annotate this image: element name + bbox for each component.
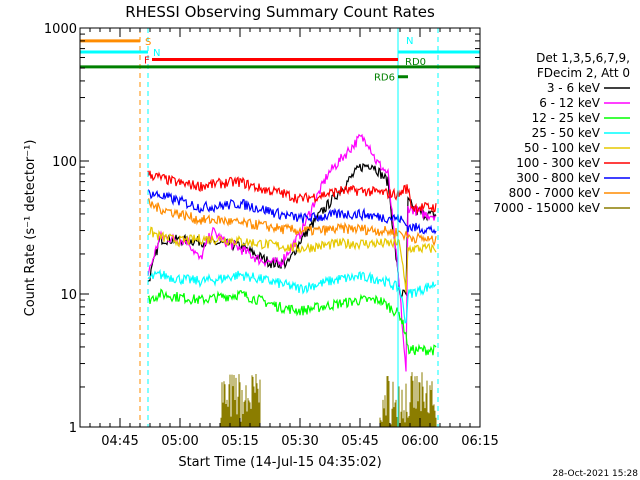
series-line-4 [147, 226, 437, 293]
y-tick-label-1: 10 [60, 288, 77, 303]
legend-label-5: 100 - 300 keV [516, 156, 600, 170]
x-tick-label-1: 05:00 [161, 434, 198, 449]
state-bar-label-2: N [406, 36, 413, 47]
state-bar-label-3: F [144, 55, 150, 66]
series-line-6 [147, 189, 437, 235]
x-tick-label-6: 06:15 [461, 434, 498, 449]
series-line-2 [147, 288, 437, 356]
legend-label-4: 50 - 100 keV [524, 141, 601, 155]
y-tick-label-0: 1 [69, 421, 77, 436]
x-tick-label-0: 04:45 [101, 434, 138, 449]
x-tick-label-4: 05:45 [341, 434, 378, 449]
spike-band-0 [220, 374, 261, 427]
legend-label-2: 12 - 25 keV [532, 111, 601, 125]
legend-label-8: 7000 - 15000 keV [493, 201, 600, 215]
series-line-3 [147, 268, 437, 324]
legend: Det 1,3,5,6,7,9, FDecim 2, Att 0 3 - 6 k… [493, 51, 630, 215]
x-axis-label: Start Time (14-Jul-15 04:35:02) [178, 455, 381, 470]
legend-label-7: 800 - 7000 keV [509, 186, 601, 200]
legend-header-2: FDecim 2, Att 0 [537, 66, 630, 80]
legend-label-3: 25 - 50 keV [532, 126, 601, 140]
state-bar-label-1: N [153, 48, 160, 59]
state-bar-label-4: RD6 [374, 73, 395, 84]
spike-band-1 [379, 372, 437, 427]
state-bar-label-0: S [145, 37, 151, 48]
series-line-5 [147, 170, 437, 215]
x-tick-label-5: 06:00 [401, 434, 438, 449]
chart-title: RHESSI Observing Summary Count Rates [125, 3, 435, 21]
legend-header-1: Det 1,3,5,6,7,9, [536, 51, 630, 65]
x-tick-label-3: 05:30 [281, 434, 318, 449]
legend-label-0: 3 - 6 keV [547, 81, 601, 95]
y-tick-label-3: 1000 [44, 22, 77, 37]
footer-date: 28-Oct-2021 15:28 [553, 469, 639, 479]
state-bar-label-5: RD0 [405, 57, 426, 68]
series-line-7 [147, 198, 437, 247]
series-line-0 [147, 163, 437, 298]
legend-label-6: 300 - 800 keV [516, 171, 600, 185]
y-axis-label: Count Rate (s⁻¹ detector⁻¹) [23, 140, 38, 317]
legend-label-1: 6 - 12 keV [539, 96, 601, 110]
x-tick-label-2: 05:15 [221, 434, 258, 449]
y-tick-label-2: 100 [52, 155, 77, 170]
